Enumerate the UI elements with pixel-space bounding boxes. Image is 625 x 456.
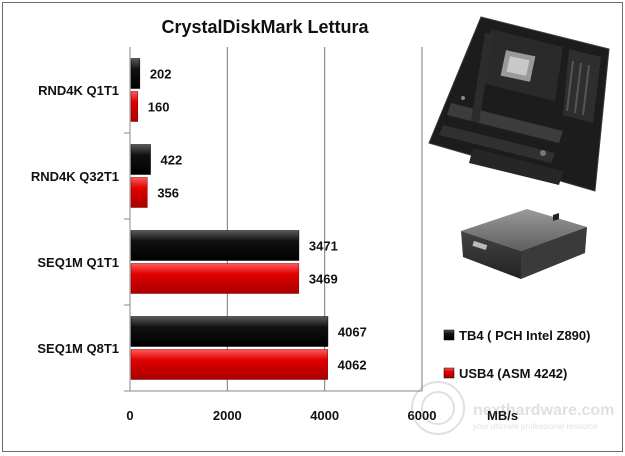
bar-tb4 [130,58,141,89]
watermark-text: nexthardware.com [473,402,614,419]
chart: CrystalDiskMark Lettura 0 2000 4000 6000 MB/… [31,16,614,435]
bar-tb4 [130,230,300,261]
bar-tb4 [130,316,329,347]
category-label: SEQ1M Q1T1 [37,255,119,270]
bar-tb4 [130,144,151,175]
category-label: SEQ1M Q8T1 [37,341,119,356]
bar-usb4 [130,263,300,294]
watermark: nexthardware.com your ultimate professio… [411,381,614,435]
chart-title: CrystalDiskMark Lettura [161,17,369,37]
data-label: 4067 [338,325,367,340]
legend-swatch-tb4 [443,329,455,341]
category-label: RND4K Q1T1 [38,83,119,98]
bar-usb4 [130,177,148,208]
legend: TB4 ( PCH Intel Z890) USB4 (ASM 4242) [443,328,590,381]
x-tick-label: 0 [126,408,133,423]
mini-pc-image [461,209,587,279]
x-tick-label: 4000 [310,408,339,423]
category-label: RND4K Q32T1 [31,169,119,184]
legend-swatch-usb4 [443,367,455,379]
legend-item-usb4: USB4 (ASM 4242) [443,366,567,381]
data-label: 3471 [309,239,338,254]
data-label: 422 [161,153,183,168]
data-label: 202 [150,67,172,82]
data-label: 3469 [309,272,338,287]
motherboard-image [428,16,610,192]
x-axis-title: MB/s [487,408,518,423]
x-tick-label: 6000 [408,408,437,423]
legend-item-tb4: TB4 ( PCH Intel Z890) [443,328,590,343]
watermark-tagline: your ultimate professional resource [473,422,598,431]
data-label: 356 [157,186,179,201]
legend-label-tb4: TB4 ( PCH Intel Z890) [459,328,590,343]
x-tick-label: 2000 [213,408,242,423]
bar-usb4 [130,91,139,122]
data-label: 4062 [338,358,367,373]
watermark-logo-icon [411,381,465,435]
legend-label-usb4: USB4 (ASM 4242) [459,366,567,381]
plot-area: 0 2000 4000 6000 MB/s RND4K Q1T1 202 160 RND4K Q… [31,47,518,423]
bar-usb4 [130,349,328,380]
data-label: 160 [148,100,170,115]
